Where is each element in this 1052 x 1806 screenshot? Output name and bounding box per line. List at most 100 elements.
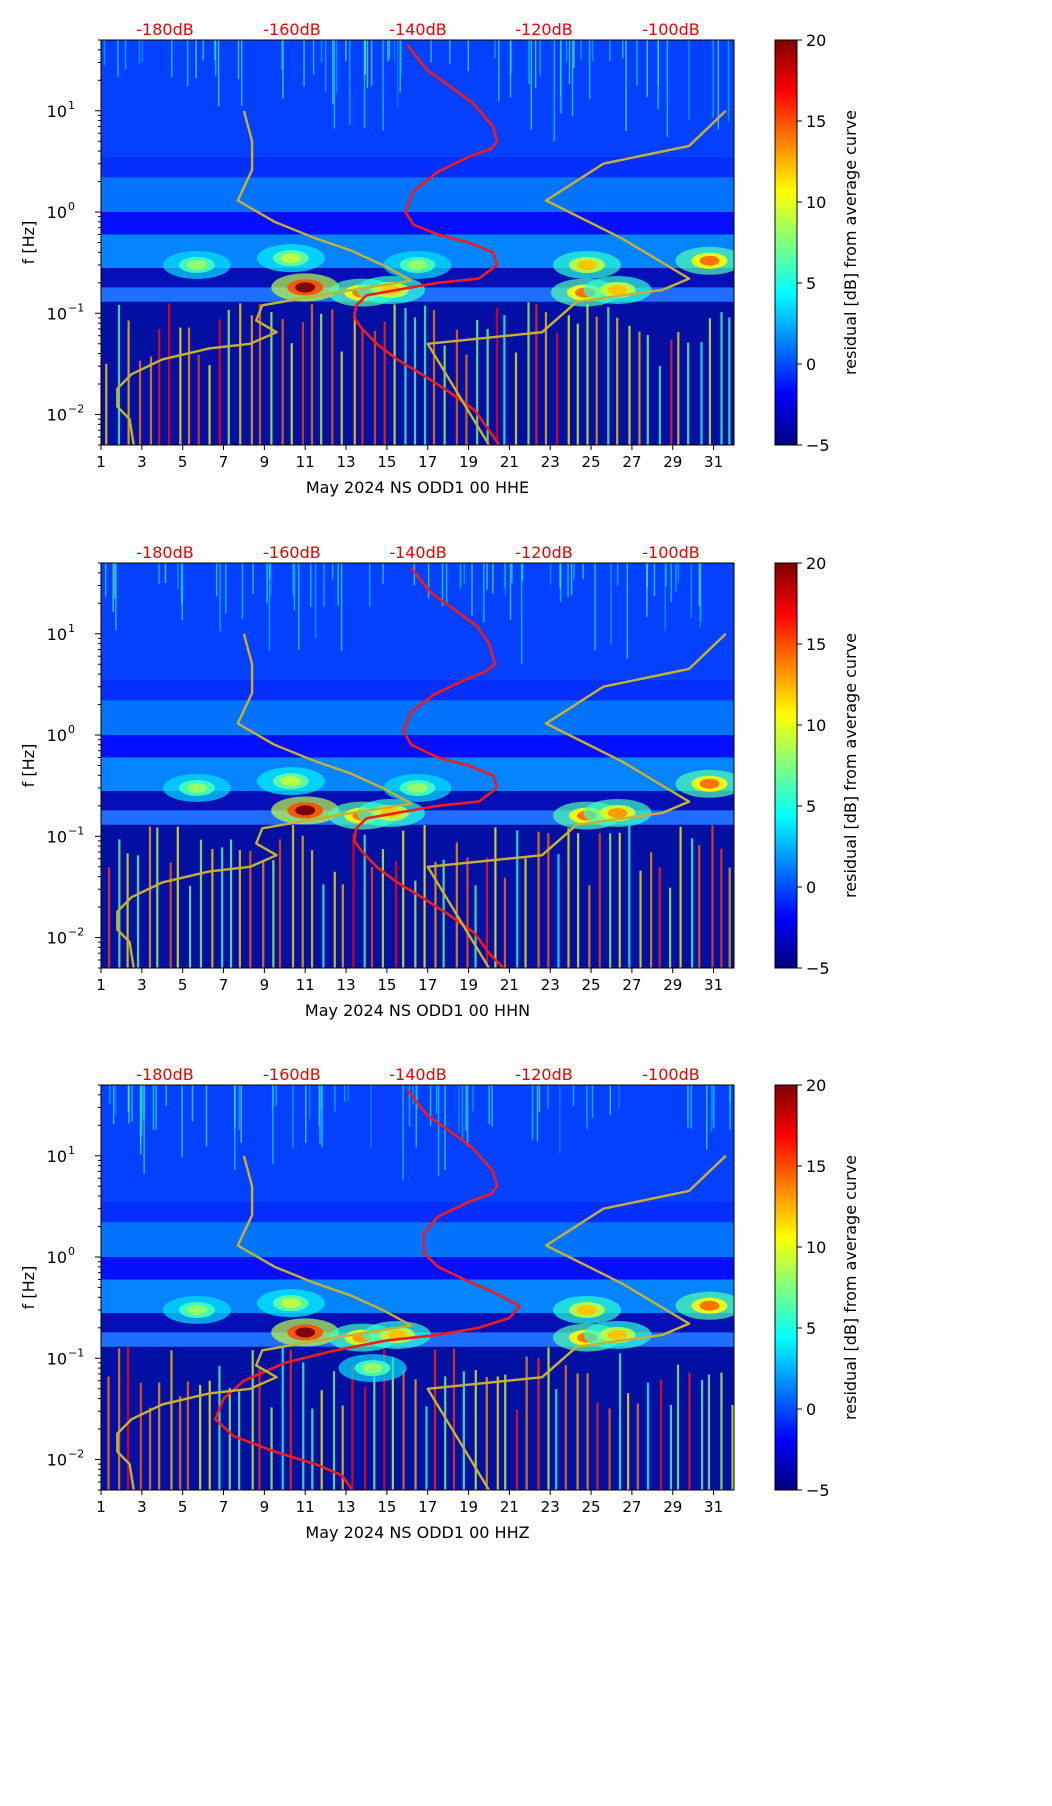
streak xyxy=(331,309,334,445)
speckle xyxy=(573,563,575,581)
y-tick-exponent: 1 xyxy=(68,622,75,635)
speckle xyxy=(304,1085,307,1143)
streak xyxy=(711,825,714,968)
streak xyxy=(186,1381,189,1490)
y-tick-exponent: −2 xyxy=(68,403,84,416)
streak xyxy=(516,830,519,968)
freq-band xyxy=(101,563,734,680)
speckle xyxy=(494,40,496,59)
y-tick-exponent: 1 xyxy=(68,99,75,112)
hotspot-core xyxy=(186,1304,207,1315)
speckle xyxy=(112,1085,115,1125)
streak xyxy=(107,867,111,968)
streak xyxy=(577,833,580,968)
speckle xyxy=(429,1085,432,1126)
streak xyxy=(333,871,336,968)
speckle xyxy=(402,1085,404,1180)
x-tick-label: 21 xyxy=(500,1498,519,1516)
speckle xyxy=(610,563,612,646)
speckle xyxy=(158,563,160,585)
streak xyxy=(670,339,673,445)
speckle xyxy=(486,563,488,590)
x-tick-label: 1 xyxy=(96,453,106,471)
streak xyxy=(609,833,612,968)
speckle xyxy=(297,563,300,650)
speckle xyxy=(666,40,669,137)
speckle xyxy=(225,563,227,614)
speckle xyxy=(308,1085,311,1119)
db-axis-label: -140dB xyxy=(389,543,446,562)
db-axis-label: -160dB xyxy=(263,20,320,39)
streak xyxy=(608,1408,611,1490)
speckle xyxy=(370,1085,372,1148)
speckle xyxy=(690,563,693,618)
speckle xyxy=(717,40,720,130)
speckle xyxy=(547,1085,549,1109)
streak xyxy=(370,866,374,968)
streak xyxy=(728,867,731,968)
x-tick-label: 13 xyxy=(336,1498,355,1516)
speckle xyxy=(408,1085,411,1127)
db-axis-label: -100dB xyxy=(642,20,699,39)
speckle xyxy=(467,40,470,72)
y-tick-label: 10 xyxy=(47,102,67,121)
streak xyxy=(311,1408,314,1490)
speckle xyxy=(400,40,402,76)
speckle xyxy=(459,563,462,589)
noise-model-curve xyxy=(426,109,727,445)
streak xyxy=(139,1382,142,1490)
y-tick-label: 10 xyxy=(47,304,67,323)
streak xyxy=(462,1371,465,1490)
streak xyxy=(524,858,527,968)
speckle xyxy=(266,563,268,604)
streak xyxy=(262,861,265,968)
freq-band xyxy=(101,1346,734,1490)
streak xyxy=(423,825,426,968)
streak xyxy=(527,302,530,445)
colorbar-tick-label: 20 xyxy=(806,1076,826,1095)
db-axis-label: -100dB xyxy=(642,1065,699,1084)
streak xyxy=(179,1396,182,1490)
streak xyxy=(270,1407,273,1490)
streak xyxy=(373,1359,376,1490)
streak xyxy=(525,1356,528,1490)
db-axis-label: -160dB xyxy=(263,1065,320,1084)
streak xyxy=(302,1362,305,1490)
colorbar-tick-label: 20 xyxy=(806,31,826,50)
psd-curve xyxy=(352,566,505,968)
streak xyxy=(187,327,191,445)
streak xyxy=(567,315,570,445)
speckle xyxy=(366,40,369,88)
streak xyxy=(544,312,548,445)
colorbar: −5 0 5 10 15 20 residual [dB] from average cur… xyxy=(774,31,860,455)
streak xyxy=(332,1371,336,1490)
speckle xyxy=(321,1085,323,1148)
x-tick-label: 5 xyxy=(178,1498,188,1516)
speckle xyxy=(320,40,323,63)
streak xyxy=(197,354,200,445)
streak xyxy=(176,826,179,968)
streak xyxy=(504,1374,507,1490)
y-tick-exponent: −2 xyxy=(68,926,84,939)
streak xyxy=(117,304,121,445)
speckle xyxy=(109,1085,111,1104)
speckle xyxy=(240,1085,242,1144)
streak xyxy=(503,877,507,968)
streak xyxy=(596,1402,599,1490)
speckle xyxy=(268,563,271,579)
speckle xyxy=(413,563,416,586)
speckle xyxy=(282,40,284,99)
streak xyxy=(394,860,398,968)
speckle xyxy=(625,40,627,132)
streak xyxy=(537,831,540,968)
speckle xyxy=(711,1085,714,1121)
x-tick-label: 1 xyxy=(96,976,106,994)
colorbar-tick-label: 15 xyxy=(806,1157,826,1176)
streak xyxy=(586,303,589,445)
speckle xyxy=(186,40,189,87)
streak xyxy=(361,329,364,445)
speckle xyxy=(591,1085,594,1119)
colorbar-tick-label: 10 xyxy=(806,716,826,735)
freq-band xyxy=(101,824,734,968)
